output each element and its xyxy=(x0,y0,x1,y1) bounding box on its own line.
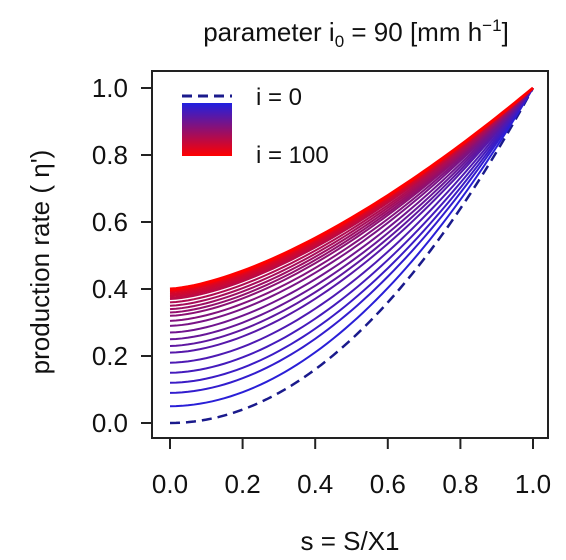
x-tick-label: 0.6 xyxy=(370,469,406,499)
series-line-intermediate xyxy=(169,87,534,327)
x-tick-label: 1.0 xyxy=(515,469,551,499)
series-line-intermediate xyxy=(169,87,534,394)
series-line-intermediate xyxy=(169,87,534,408)
title-middle: = 90 [mm h xyxy=(344,17,482,47)
x-tick-label: 0.2 xyxy=(225,469,261,499)
series-curves xyxy=(169,86,535,425)
y-tick-label: 1.0 xyxy=(92,73,128,103)
y-axis-label: production rate ( η') xyxy=(25,150,55,375)
legend-label-i100: i = 100 xyxy=(256,142,329,169)
y-tick-label: 0.8 xyxy=(92,140,128,170)
x-axis: 0.0 0.2 0.4 0.6 0.8 1.0 xyxy=(152,437,551,499)
legend-gradient-swatch xyxy=(182,103,232,156)
series-line-intermediate xyxy=(169,87,534,364)
legend-label-i0: i = 0 xyxy=(256,84,302,111)
x-tick-label: 0.0 xyxy=(152,469,188,499)
title-suffix: ] xyxy=(502,17,509,47)
title-superscript: −1 xyxy=(482,16,501,35)
series-line-intermediate xyxy=(169,87,534,341)
x-tick-label: 0.4 xyxy=(297,469,333,499)
series-line-intermediate xyxy=(169,87,534,334)
y-axis: 0.0 0.2 0.4 0.6 0.8 1.0 xyxy=(92,73,153,438)
title-subscript: 0 xyxy=(335,32,344,51)
x-axis-label: s = S/X1 xyxy=(301,526,400,556)
y-tick-label: 0.6 xyxy=(92,207,128,237)
series-line-intermediate xyxy=(169,87,534,347)
legend: i = 0 i = 100 xyxy=(182,84,329,169)
series-line-intermediate xyxy=(169,87,534,354)
series-line-intermediate xyxy=(169,87,534,374)
title-prefix: parameter i xyxy=(203,17,335,47)
y-tick-label: 0.0 xyxy=(92,408,128,438)
series-line-intermediate xyxy=(169,87,534,384)
y-tick-label: 0.4 xyxy=(92,274,128,304)
chart-title: parameter i0 = 90 [mm h−1] xyxy=(203,16,509,51)
series-line-intermediate xyxy=(169,87,534,322)
series-line-i100 xyxy=(169,86,534,291)
x-tick-label: 0.8 xyxy=(442,469,478,499)
y-tick-label: 0.2 xyxy=(92,341,128,371)
